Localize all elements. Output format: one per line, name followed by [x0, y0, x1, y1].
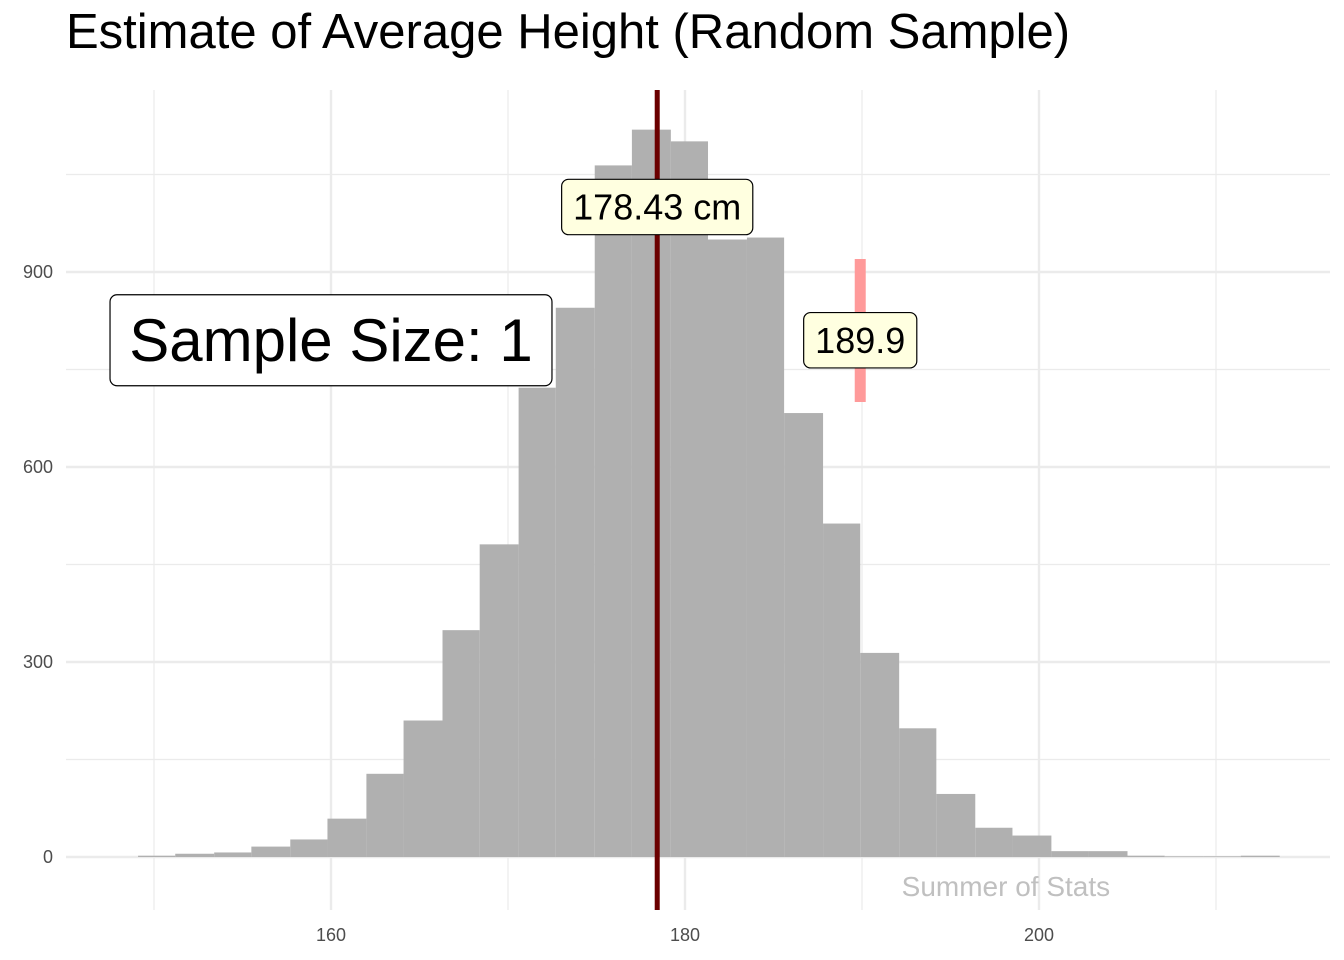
- mean-label-box: [561, 178, 754, 236]
- chart-title: Estimate of Average Height (Random Sampl…: [66, 5, 1071, 59]
- histogram-bar-27: [1127, 855, 1165, 857]
- histogram-bar-29: [1203, 856, 1241, 857]
- histogram-bar-20: [860, 652, 900, 857]
- x-tick-label-160: 160: [316, 925, 346, 945]
- histogram-bar-15: [670, 141, 709, 858]
- x-tick-label-180: 180: [670, 925, 700, 945]
- x-tick-label-200: 200: [1024, 925, 1054, 945]
- y-tick-label-600: 600: [23, 457, 53, 477]
- sample-value-label: 189.9: [803, 311, 918, 369]
- histogram-bar-11: [518, 387, 556, 857]
- histogram-bar-25: [1051, 851, 1089, 857]
- histogram-bar-24: [1012, 835, 1052, 857]
- histogram-bar-7: [366, 773, 404, 857]
- mean-label-text: 178.43 cm: [573, 187, 741, 228]
- histogram-bar-28: [1164, 856, 1204, 857]
- y-tick-label-900: 900: [23, 262, 53, 282]
- annotation-labels: Sample Size: 1 178.43 cm 189.9 Summer of St…: [109, 178, 1111, 902]
- histogram-bar-17: [746, 237, 785, 858]
- histogram-bar-14: [631, 129, 671, 857]
- axis-ticks: 160 180 200 0 300 600 900: [23, 262, 1054, 945]
- y-tick-label-0: 0: [43, 847, 53, 867]
- mean-label: 178.43 cm: [561, 178, 754, 236]
- histogram-bar-2: [175, 853, 215, 857]
- watermark: Summer of Stats: [902, 871, 1111, 902]
- histogram-bar-23: [975, 827, 1013, 857]
- histogram-bar-8: [403, 720, 443, 857]
- sample-value-label-text: 189.9: [815, 320, 905, 361]
- histogram-bars: [138, 129, 1280, 858]
- histogram-bar-9: [442, 630, 480, 857]
- histogram-bar-18: [784, 413, 824, 857]
- histogram-bar-1: [138, 855, 176, 857]
- sample-value-label-box: [803, 311, 918, 369]
- histogram-bar-5: [290, 839, 328, 857]
- histogram-bar-26: [1088, 851, 1128, 857]
- sample-size-label: Sample Size: 1: [109, 294, 553, 387]
- histogram-bar-4: [251, 846, 291, 857]
- histogram-bar-19: [823, 523, 861, 857]
- histogram-bar-6: [327, 818, 367, 857]
- y-tick-label-300: 300: [23, 652, 53, 672]
- histogram-bar-30: [1240, 855, 1280, 857]
- histogram-bar-10: [479, 544, 519, 857]
- histogram-bar-22: [936, 793, 976, 857]
- sample-size-label-text: Sample Size: 1: [129, 307, 533, 374]
- histogram-bar-12: [555, 307, 595, 857]
- histogram-bar-3: [214, 852, 252, 857]
- histogram-bar-16: [708, 239, 747, 857]
- histogram-bar-21: [899, 728, 937, 857]
- sample-size-label-box: [109, 294, 553, 387]
- histogram-bar-13: [594, 165, 632, 857]
